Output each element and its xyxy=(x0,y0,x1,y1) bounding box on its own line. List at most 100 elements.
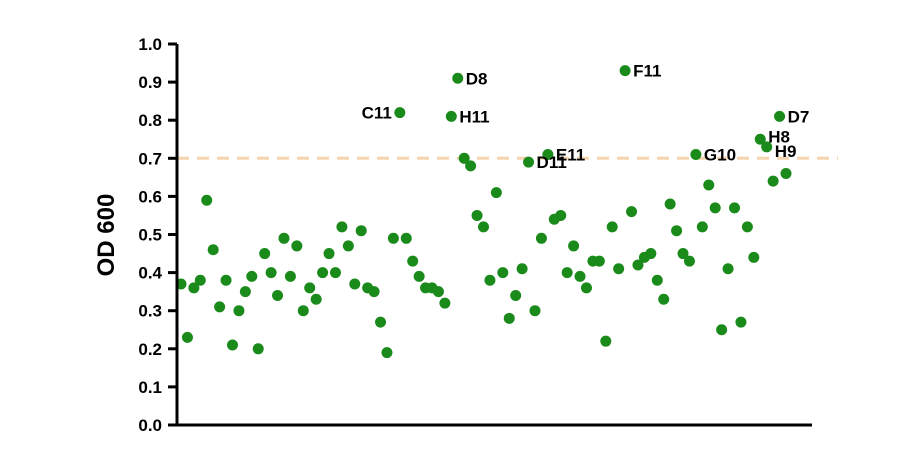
data-point xyxy=(265,267,277,279)
data-point xyxy=(722,263,734,275)
y-axis-title: OD 600 xyxy=(93,194,120,277)
data-point xyxy=(619,65,631,77)
data-point xyxy=(626,206,638,218)
y-tick-label: 1.0 xyxy=(138,35,162,54)
data-point xyxy=(735,316,747,328)
data-point xyxy=(478,221,489,233)
data-point xyxy=(703,179,715,191)
data-point xyxy=(413,270,425,282)
y-tick-label: 0.1 xyxy=(138,378,162,397)
point-label-d7: D7 xyxy=(788,107,810,126)
data-point xyxy=(407,255,419,267)
data-point xyxy=(329,267,341,279)
data-point xyxy=(516,263,528,275)
data-point xyxy=(323,248,335,260)
data-point xyxy=(188,282,200,294)
data-point xyxy=(375,316,387,328)
data-point xyxy=(272,289,284,301)
data-point xyxy=(741,221,753,233)
data-point xyxy=(432,286,444,298)
data-point xyxy=(484,274,496,286)
data-point xyxy=(632,259,644,271)
data-point xyxy=(780,168,792,180)
data-point xyxy=(284,270,296,282)
data-point xyxy=(278,232,290,244)
data-point xyxy=(291,240,303,252)
data-point xyxy=(181,331,193,343)
data-point xyxy=(600,335,612,347)
point-label-c11: C11 xyxy=(362,104,392,123)
data-point xyxy=(748,251,760,263)
data-point xyxy=(445,110,457,122)
data-point xyxy=(574,270,586,282)
data-point xyxy=(452,72,464,84)
data-point xyxy=(774,110,786,122)
data-point xyxy=(368,286,380,298)
data-point xyxy=(561,267,573,279)
data-point xyxy=(716,324,728,336)
data-point xyxy=(767,175,779,187)
data-point xyxy=(606,221,618,233)
data-point xyxy=(214,301,226,313)
point-label-d8: D8 xyxy=(466,69,488,88)
data-point xyxy=(310,293,322,305)
data-point xyxy=(651,274,663,286)
point-label-h11: H11 xyxy=(459,107,489,126)
data-point xyxy=(645,248,657,260)
data-point xyxy=(458,152,470,164)
data-point xyxy=(465,160,477,172)
data-point xyxy=(729,202,741,214)
data-point xyxy=(400,232,412,244)
data-point xyxy=(355,225,367,237)
axes-layer: 0.0 0.1 0.2 0.3 0.4 0.5 0.6 0.7 0.8 0.9 1.0 xyxy=(138,35,812,435)
data-point xyxy=(490,187,502,199)
data-point xyxy=(529,305,541,317)
data-point xyxy=(233,305,245,317)
point-label-h8: H8 xyxy=(768,127,790,146)
data-point xyxy=(387,232,399,244)
point-label-f11: F11 xyxy=(633,62,661,81)
data-point xyxy=(671,225,683,237)
data-point xyxy=(246,270,258,282)
data-point xyxy=(497,267,509,279)
data-point xyxy=(683,255,695,267)
y-tick-label: 0.9 xyxy=(138,73,162,92)
y-tick-label: 0.3 xyxy=(138,302,162,321)
data-point xyxy=(394,107,406,119)
data-point xyxy=(226,339,238,351)
data-point xyxy=(239,286,251,298)
y-tick-label: 0.2 xyxy=(138,340,162,359)
data-point xyxy=(201,194,213,206)
y-tick-label: 0.4 xyxy=(138,264,162,283)
data-point xyxy=(542,148,554,160)
point-label-d11: D11 xyxy=(537,153,567,172)
data-point xyxy=(555,209,567,221)
data-point xyxy=(220,274,232,286)
y-tick-label: 0.0 xyxy=(138,416,162,435)
data-point xyxy=(658,293,670,305)
y-tick-label: 0.6 xyxy=(138,187,162,206)
data-point xyxy=(709,202,721,214)
data-point xyxy=(690,148,702,160)
data-point xyxy=(535,232,547,244)
data-point xyxy=(754,133,766,145)
data-point xyxy=(336,221,348,233)
data-point xyxy=(349,278,361,290)
data-point xyxy=(207,244,219,256)
data-point xyxy=(761,141,773,153)
data-point xyxy=(503,312,515,324)
data-point xyxy=(317,267,329,279)
data-point xyxy=(677,248,689,260)
data-point xyxy=(381,347,393,359)
point-label-e11: E11 xyxy=(556,145,585,164)
data-point xyxy=(342,240,354,252)
data-point xyxy=(580,282,592,294)
points-layer xyxy=(175,65,792,359)
point-label-g10: G10 xyxy=(704,145,736,164)
data-point xyxy=(613,263,625,275)
data-point xyxy=(593,255,605,267)
data-point xyxy=(664,198,676,210)
data-point xyxy=(471,209,483,221)
